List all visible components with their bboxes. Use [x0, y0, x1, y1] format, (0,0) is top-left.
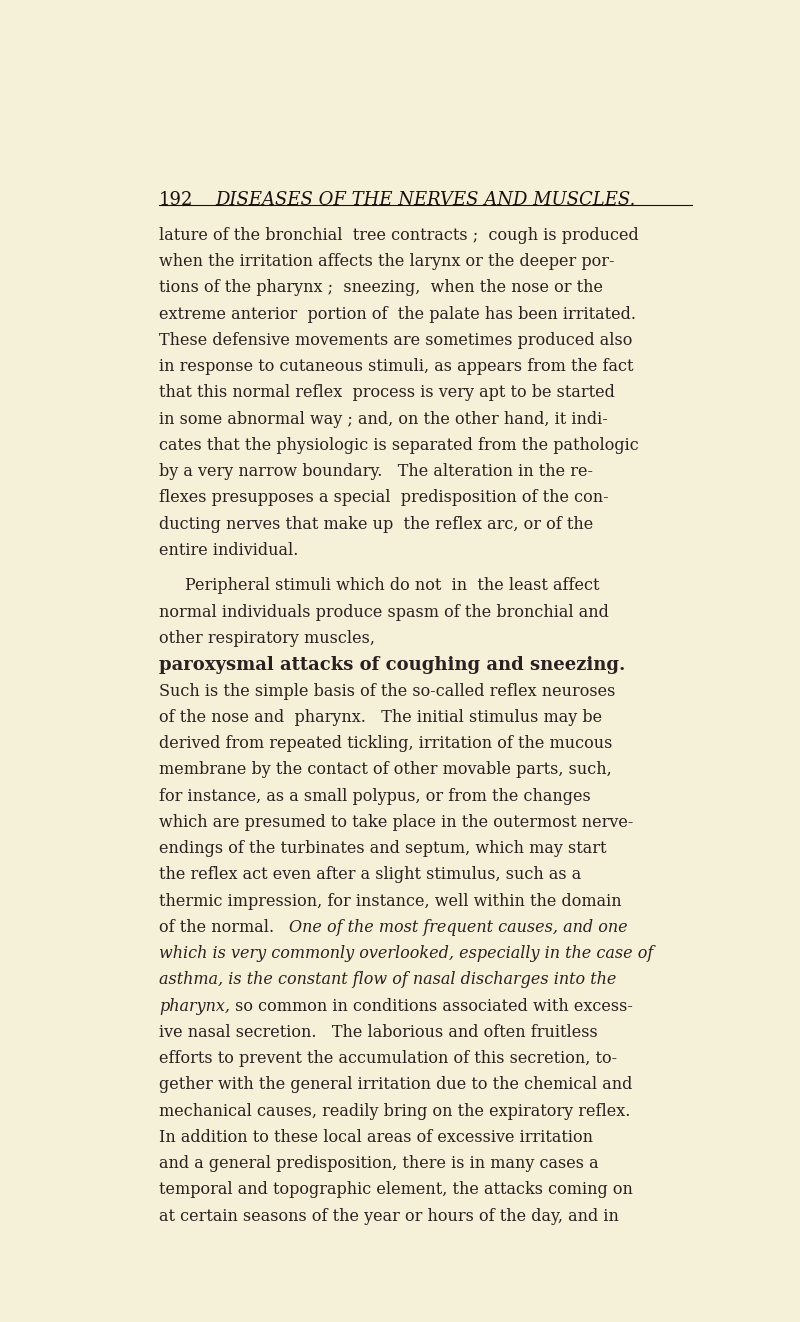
Text: ive nasal secretion.   The laborious and often fruitless: ive nasal secretion. The laborious and o…	[159, 1025, 598, 1040]
Text: that this normal reflex  process is very apt to be started: that this normal reflex process is very …	[159, 385, 614, 402]
Text: normal individuals produce spasm of the bronchial and: normal individuals produce spasm of the …	[159, 604, 609, 621]
Text: which are presumed to take place in the outermost nerve-: which are presumed to take place in the …	[159, 814, 634, 830]
Text: tions of the pharynx ;  sneezing,  when the nose or the: tions of the pharynx ; sneezing, when th…	[159, 279, 603, 296]
Text: in response to cutaneous stimuli, as appears from the fact: in response to cutaneous stimuli, as app…	[159, 358, 634, 375]
Text: which is very commonly overlooked, especially in the case of: which is very commonly overlooked, espec…	[159, 945, 653, 962]
Text: One of the most frequent causes, and one: One of the most frequent causes, and one	[290, 919, 628, 936]
Text: 192: 192	[159, 192, 194, 209]
Text: gether with the general irritation due to the chemical and: gether with the general irritation due t…	[159, 1076, 632, 1093]
Text: endings of the turbinates and septum, which may start: endings of the turbinates and septum, wh…	[159, 839, 606, 857]
Text: of the normal.: of the normal.	[159, 919, 290, 936]
Text: pharynx,: pharynx,	[159, 998, 230, 1015]
Text: for instance, as a small polypus, or from the changes: for instance, as a small polypus, or fro…	[159, 788, 590, 805]
Text: of the nose and  pharynx.   The initial stimulus may be: of the nose and pharynx. The initial sti…	[159, 709, 602, 726]
Text: DISEASES OF THE NERVES AND MUSCLES.: DISEASES OF THE NERVES AND MUSCLES.	[215, 192, 636, 209]
Text: when the irritation affects the larynx or the deeper por-: when the irritation affects the larynx o…	[159, 253, 614, 270]
Text: thermic impression, for instance, well within the domain: thermic impression, for instance, well w…	[159, 892, 622, 910]
Text: entire individual.: entire individual.	[159, 542, 298, 559]
Text: at certain seasons of the year or hours of the day, and in: at certain seasons of the year or hours …	[159, 1208, 618, 1224]
Text: paroxysmal attacks of coughing and sneezing.: paroxysmal attacks of coughing and sneez…	[159, 656, 626, 674]
Text: membrane by the contact of other movable parts, such,: membrane by the contact of other movable…	[159, 761, 612, 779]
Text: mechanical causes, readily bring on the expiratory reflex.: mechanical causes, readily bring on the …	[159, 1103, 630, 1120]
Text: by a very narrow boundary.   The alteration in the re-: by a very narrow boundary. The alteratio…	[159, 463, 593, 480]
Text: cates that the physiologic is separated from the pathologic: cates that the physiologic is separated …	[159, 438, 638, 453]
Text: in some abnormal way ; and, on the other hand, it indi-: in some abnormal way ; and, on the other…	[159, 411, 608, 428]
Text: lature of the bronchial  tree contracts ;  cough is produced: lature of the bronchial tree contracts ;…	[159, 227, 638, 243]
Text: Such is the simple basis of the so-called reflex neuroses: Such is the simple basis of the so-calle…	[159, 682, 615, 699]
Text: ducting nerves that make up  the reflex arc, or of the: ducting nerves that make up the reflex a…	[159, 516, 593, 533]
Text: the reflex act even after a slight stimulus, such as a: the reflex act even after a slight stimu…	[159, 866, 581, 883]
Text: derived from repeated tickling, irritation of the mucous: derived from repeated tickling, irritati…	[159, 735, 612, 752]
Text: In addition to these local areas of excessive irritation: In addition to these local areas of exce…	[159, 1129, 593, 1146]
Text: temporal and topographic element, the attacks coming on: temporal and topographic element, the at…	[159, 1182, 633, 1199]
Text: These defensive movements are sometimes produced also: These defensive movements are sometimes …	[159, 332, 632, 349]
Text: asthma, is the constant flow of nasal discharges into the: asthma, is the constant flow of nasal di…	[159, 972, 616, 989]
Text: and a general predisposition, there is in many cases a: and a general predisposition, there is i…	[159, 1155, 598, 1173]
Text: efforts to prevent the accumulation of this secretion, to-: efforts to prevent the accumulation of t…	[159, 1050, 617, 1067]
Text: extreme anterior  portion of  the palate has been irritated.: extreme anterior portion of the palate h…	[159, 305, 636, 323]
Text: flexes presupposes a special  predisposition of the con-: flexes presupposes a special predisposit…	[159, 489, 609, 506]
Text: other respiratory muscles,: other respiratory muscles,	[159, 631, 380, 646]
Text: Peripheral stimuli which do not  in  the least affect: Peripheral stimuli which do not in the l…	[185, 578, 599, 595]
Text: so common in conditions associated with excess-: so common in conditions associated with …	[230, 998, 633, 1015]
